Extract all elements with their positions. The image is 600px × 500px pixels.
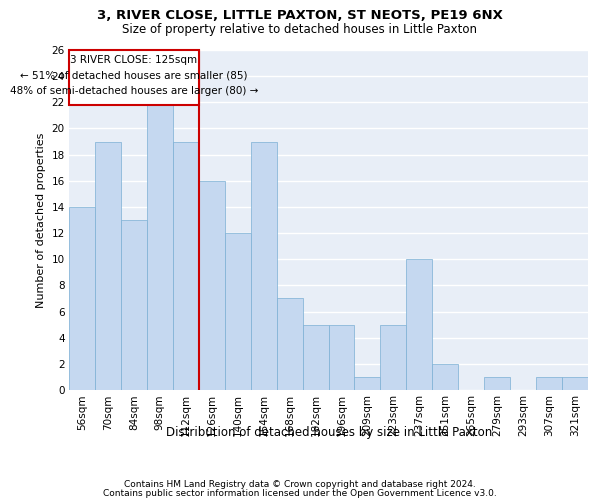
Bar — [173, 142, 199, 390]
Bar — [121, 220, 147, 390]
Bar — [380, 324, 406, 390]
Text: ← 51% of detached houses are smaller (85): ← 51% of detached houses are smaller (85… — [20, 70, 248, 81]
Bar — [329, 324, 355, 390]
Bar — [302, 324, 329, 390]
Bar — [147, 102, 173, 390]
Bar — [95, 142, 121, 390]
Bar — [562, 377, 588, 390]
Bar — [225, 233, 251, 390]
Bar — [69, 207, 95, 390]
Bar — [355, 377, 380, 390]
Bar — [536, 377, 562, 390]
Text: 3, RIVER CLOSE, LITTLE PAXTON, ST NEOTS, PE19 6NX: 3, RIVER CLOSE, LITTLE PAXTON, ST NEOTS,… — [97, 9, 503, 22]
Bar — [199, 181, 224, 390]
Bar — [251, 142, 277, 390]
Text: 48% of semi-detached houses are larger (80) →: 48% of semi-detached houses are larger (… — [10, 86, 258, 96]
Y-axis label: Number of detached properties: Number of detached properties — [36, 132, 46, 308]
Text: Size of property relative to detached houses in Little Paxton: Size of property relative to detached ho… — [122, 22, 478, 36]
Bar — [433, 364, 458, 390]
Bar — [277, 298, 302, 390]
Bar — [406, 259, 432, 390]
Bar — [484, 377, 510, 390]
Text: Contains public sector information licensed under the Open Government Licence v3: Contains public sector information licen… — [103, 488, 497, 498]
Text: Distribution of detached houses by size in Little Paxton: Distribution of detached houses by size … — [166, 426, 492, 439]
Text: 3 RIVER CLOSE: 125sqm: 3 RIVER CLOSE: 125sqm — [70, 54, 197, 64]
FancyBboxPatch shape — [69, 50, 199, 105]
Text: Contains HM Land Registry data © Crown copyright and database right 2024.: Contains HM Land Registry data © Crown c… — [124, 480, 476, 489]
